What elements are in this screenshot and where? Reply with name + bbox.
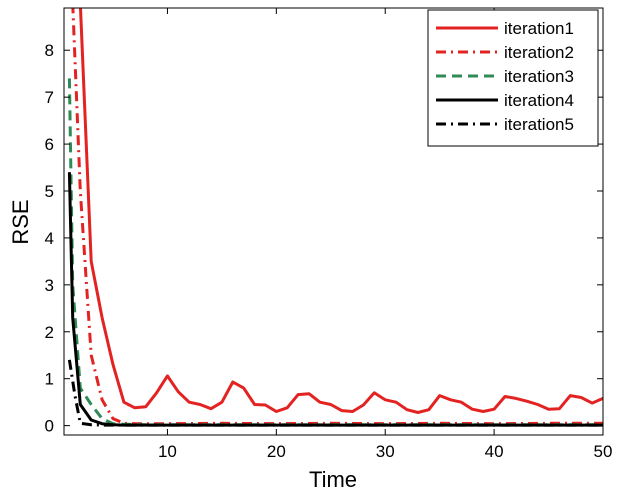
- legend-box: [427, 9, 599, 147]
- legend: iteration1 iteration2 iteration3 iteration4…: [427, 9, 599, 147]
- x-tick-label: 40: [485, 442, 504, 461]
- series-line-1: [78, 8, 603, 414]
- y-tick-label: 0: [45, 417, 54, 436]
- y-axis-label: RSE: [8, 199, 33, 244]
- x-tick-label: 50: [594, 442, 613, 461]
- y-tick-label: 3: [45, 276, 54, 295]
- y-tick-label: 4: [45, 229, 54, 248]
- legend-label-2: iteration2: [504, 43, 574, 62]
- series-line-2: [71, 8, 603, 426]
- y-tick-label: 8: [45, 41, 54, 60]
- axes-box: [63, 7, 604, 436]
- axes-layer: 10 20 30 40 50 0 1 2 3 4 5 6 7 8: [45, 7, 613, 461]
- y-tick-label: 5: [45, 182, 54, 201]
- y-tick-label: 6: [45, 135, 54, 154]
- series-layer: [67, 8, 603, 427]
- y-tick-label: 2: [45, 323, 54, 342]
- legend-label-1: iteration1: [504, 19, 574, 38]
- series-line-5: [67, 359, 603, 427]
- y-tick-label: 7: [45, 88, 54, 107]
- x-axis-label: Time: [309, 467, 357, 492]
- x-tick-label: 20: [267, 442, 286, 461]
- y-tick-label: 1: [45, 370, 54, 389]
- x-tick-label: 30: [376, 442, 395, 461]
- x-tick-label: 10: [158, 442, 177, 461]
- legend-label-3: iteration3: [504, 67, 574, 86]
- legend-label-5: iteration5: [504, 115, 574, 134]
- legend-label-4: iteration4: [504, 91, 574, 110]
